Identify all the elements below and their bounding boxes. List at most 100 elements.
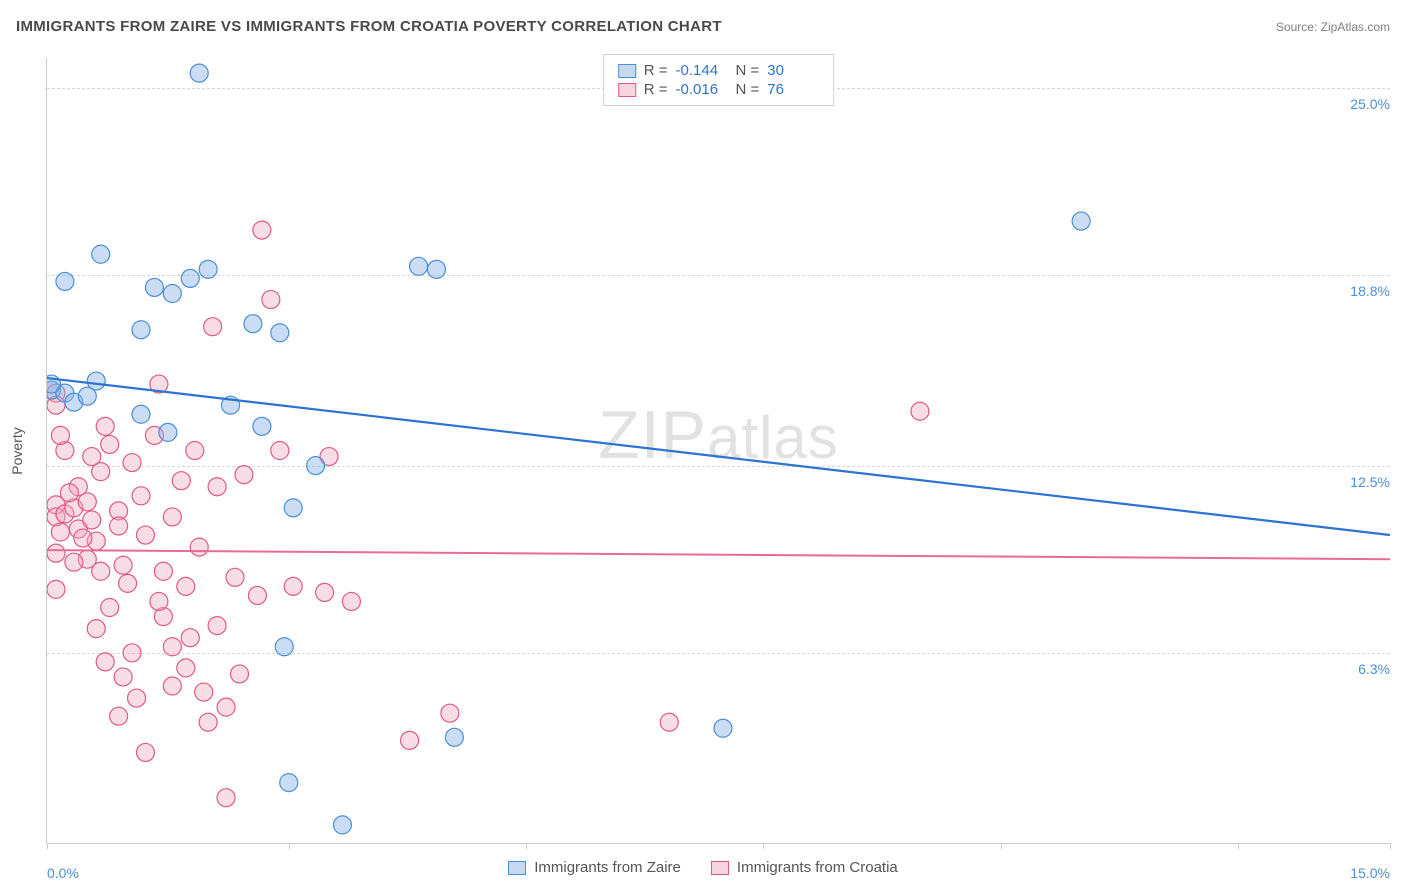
chart-plot-area: Poverty 6.3%12.5%18.8%25.0% ZIPatlas R =…: [46, 58, 1390, 844]
data-point: [163, 508, 181, 526]
x-tick: [526, 843, 527, 849]
r-value-croatia: -0.016: [676, 81, 728, 98]
data-point: [230, 665, 248, 683]
data-point: [253, 221, 271, 239]
data-point: [101, 435, 119, 453]
chart-title: IMMIGRANTS FROM ZAIRE VS IMMIGRANTS FROM…: [16, 18, 722, 35]
data-point: [87, 620, 105, 638]
data-point: [74, 529, 92, 547]
data-point: [186, 442, 204, 460]
data-point: [154, 562, 172, 580]
r-value-zaire: -0.144: [676, 62, 728, 79]
data-point: [284, 499, 302, 517]
data-point: [51, 426, 69, 444]
data-point: [208, 617, 226, 635]
data-point: [92, 245, 110, 263]
data-point: [235, 466, 253, 484]
data-point: [271, 324, 289, 342]
trend-line: [47, 378, 1390, 535]
data-point: [410, 257, 428, 275]
header: IMMIGRANTS FROM ZAIRE VS IMMIGRANTS FROM…: [16, 18, 1390, 35]
data-point: [199, 713, 217, 731]
data-point: [163, 638, 181, 656]
swatch-icon: [711, 861, 729, 875]
x-tick: [289, 843, 290, 849]
data-point: [96, 653, 114, 671]
data-point: [911, 402, 929, 420]
x-tick: [1390, 843, 1391, 849]
data-point: [172, 472, 190, 490]
data-point: [177, 659, 195, 677]
source-credit: Source: ZipAtlas.com: [1276, 20, 1390, 34]
data-point: [1072, 212, 1090, 230]
data-point: [128, 689, 146, 707]
n-value-croatia: 76: [767, 81, 819, 98]
data-point: [123, 454, 141, 472]
x-tick: [1238, 843, 1239, 849]
data-point: [333, 816, 351, 834]
data-point: [195, 683, 213, 701]
data-point: [78, 387, 96, 405]
data-point: [51, 523, 69, 541]
series-legend: Immigrants from Zaire Immigrants from Cr…: [0, 859, 1406, 876]
legend-row-croatia: R = -0.016 N = 76: [618, 80, 820, 99]
legend-item-croatia: Immigrants from Croatia: [711, 859, 898, 876]
data-point: [441, 704, 459, 722]
data-point: [190, 64, 208, 82]
swatch-icon: [508, 861, 526, 875]
data-point: [307, 457, 325, 475]
data-point: [60, 484, 78, 502]
data-point: [244, 315, 262, 333]
data-point: [159, 423, 177, 441]
data-point: [163, 677, 181, 695]
x-tick: [1001, 843, 1002, 849]
data-point: [208, 478, 226, 496]
data-point: [83, 511, 101, 529]
x-tick: [47, 843, 48, 849]
correlation-legend: R = -0.144 N = 30 R = -0.016 N = 76: [603, 54, 835, 106]
data-point: [132, 405, 150, 423]
data-point: [114, 668, 132, 686]
trend-line: [47, 550, 1390, 559]
data-point: [316, 583, 334, 601]
data-point: [47, 580, 65, 598]
data-point: [401, 731, 419, 749]
data-point: [56, 272, 74, 290]
data-point: [262, 291, 280, 309]
data-point: [226, 568, 244, 586]
swatch-icon: [618, 83, 636, 97]
n-value-zaire: 30: [767, 62, 819, 79]
data-point: [204, 318, 222, 336]
data-point: [445, 728, 463, 746]
data-point: [132, 487, 150, 505]
legend-row-zaire: R = -0.144 N = 30: [618, 61, 820, 80]
y-axis-label: Poverty: [9, 427, 25, 474]
data-point: [181, 269, 199, 287]
data-point: [132, 321, 150, 339]
data-point: [145, 278, 163, 296]
x-tick: [763, 843, 764, 849]
legend-item-zaire: Immigrants from Zaire: [508, 859, 681, 876]
data-point: [217, 698, 235, 716]
scatter-svg: [47, 58, 1390, 843]
data-point: [199, 260, 217, 278]
data-point: [275, 638, 293, 656]
data-point: [284, 577, 302, 595]
data-point: [65, 553, 83, 571]
data-point: [101, 599, 119, 617]
data-point: [150, 592, 168, 610]
source-link[interactable]: ZipAtlas.com: [1321, 20, 1390, 34]
data-point: [114, 556, 132, 574]
swatch-icon: [618, 64, 636, 78]
data-point: [163, 285, 181, 303]
data-point: [110, 707, 128, 725]
data-point: [136, 526, 154, 544]
data-point: [123, 644, 141, 662]
data-point: [177, 577, 195, 595]
data-point: [280, 774, 298, 792]
data-point: [92, 562, 110, 580]
data-point: [136, 743, 154, 761]
data-point: [96, 417, 114, 435]
data-point: [714, 719, 732, 737]
data-point: [181, 629, 199, 647]
